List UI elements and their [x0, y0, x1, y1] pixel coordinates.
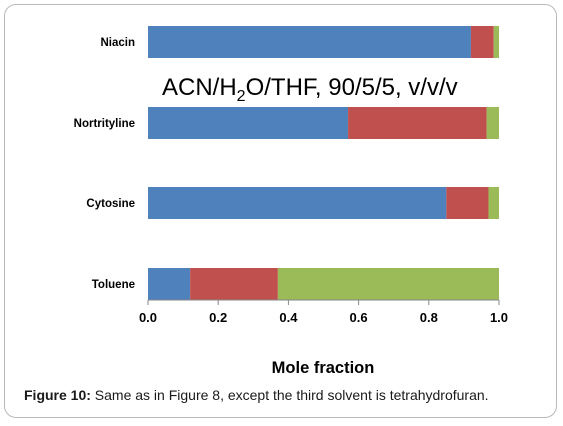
bar-nortrityline-segment-3 — [486, 107, 499, 139]
bars-group — [148, 26, 499, 300]
bar-niacin-segment-1 — [148, 26, 471, 58]
bar-toluene-segment-3 — [277, 268, 499, 300]
solvent-annotation: ACN/H2O/THF, 90/5/5, v/v/v — [162, 74, 458, 105]
x-tick-label: 0.6 — [350, 310, 368, 325]
bar-toluene-segment-2 — [190, 268, 278, 300]
bar-toluene-segment-1 — [148, 268, 191, 300]
bar-cytosine-segment-1 — [148, 187, 447, 219]
x-tick-label: 0.2 — [209, 310, 227, 325]
annotation-subscript: 2 — [237, 88, 246, 105]
x-axis-title: Mole fraction — [272, 359, 375, 377]
bar-cytosine-segment-3 — [488, 187, 499, 219]
bar-niacin-segment-3 — [493, 26, 499, 58]
x-tick-label: 0.0 — [139, 310, 157, 325]
bar-nortrityline-segment-2 — [348, 107, 487, 139]
category-label-niacin: Niacin — [100, 37, 135, 49]
category-labels-group: Niacin Nortrityline Cytosine Toluene — [74, 37, 135, 291]
bar-nortrityline-segment-1 — [148, 107, 349, 139]
annotation-prefix: ACN/H — [162, 74, 237, 101]
caption-label: Figure 10: — [24, 387, 91, 403]
x-tick-label: 1.0 — [490, 310, 508, 325]
x-ticks-group: 0.0 0.2 0.4 0.6 0.8 1.0 — [139, 300, 508, 325]
x-tick-label: 0.4 — [279, 310, 298, 325]
annotation-suffix: O/THF, 90/5/5, v/v/v — [246, 74, 458, 101]
category-label-nortrityline: Nortrityline — [74, 118, 135, 130]
bar-niacin-segment-2 — [470, 26, 494, 58]
category-label-cytosine: Cytosine — [86, 198, 135, 210]
category-label-toluene: Toluene — [92, 279, 135, 291]
x-tick-label: 0.8 — [420, 310, 438, 325]
caption-text: Same as in Figure 8, except the third so… — [90, 387, 489, 403]
bar-cytosine-segment-2 — [446, 187, 489, 219]
figure-caption: Figure 10: Same as in Figure 8, except t… — [24, 387, 544, 403]
